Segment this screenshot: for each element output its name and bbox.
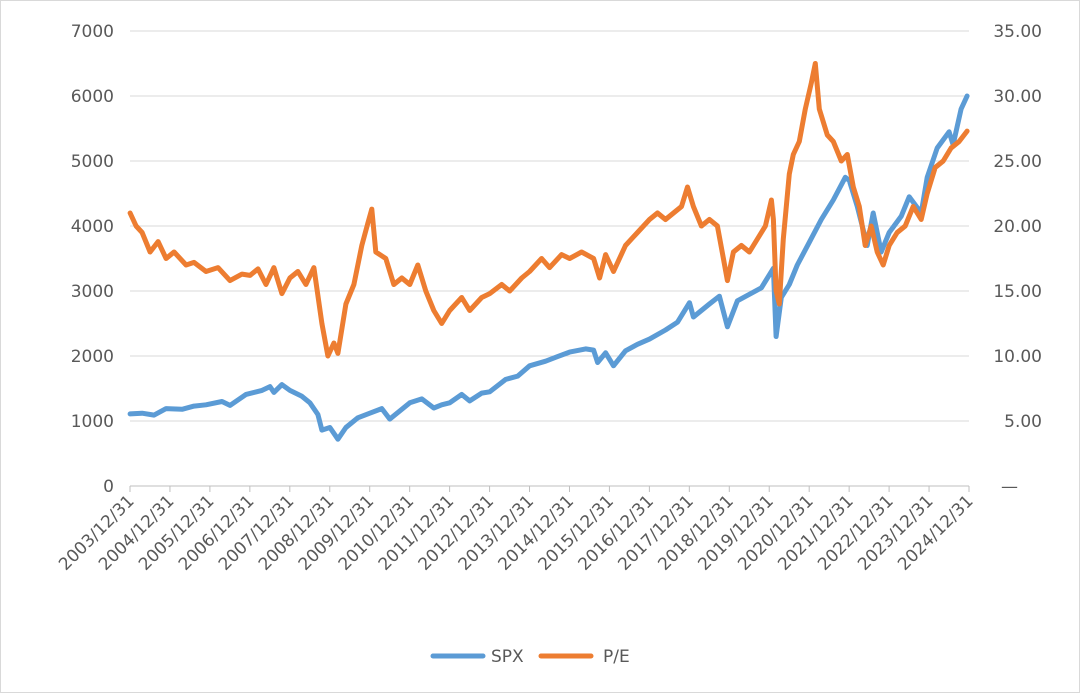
y-right-tick-label: —	[1001, 477, 1018, 497]
y-left-tick-label: 2000	[71, 347, 114, 367]
y-left-tick-label: 4000	[71, 217, 114, 237]
legend-label-pe: P/E	[603, 647, 630, 667]
y-axis-right: — 5.00 10.00 15.00 20.00 25.00 30.00 35.00	[993, 22, 1042, 497]
y-right-tick-label: 35.00	[993, 22, 1042, 42]
x-axis: 2003/12/312004/12/312005/12/312006/12/31…	[55, 486, 978, 575]
y-right-tick-label: 5.00	[1004, 412, 1042, 432]
legend: SPX P/E	[430, 647, 630, 667]
series-line-pe	[127, 61, 970, 359]
y-left-tick-label: 3000	[71, 282, 114, 302]
y-right-tick-label: 20.00	[993, 217, 1042, 237]
y-left-tick-label: 0	[103, 477, 114, 497]
y-right-tick-label: 15.00	[993, 282, 1042, 302]
y-left-tick-label: 5000	[71, 152, 114, 172]
y-axis-left: 0 1000 2000 3000 4000 5000 6000 7000	[71, 22, 114, 497]
y-right-tick-label: 30.00	[993, 87, 1042, 107]
legend-label-spx: SPX	[491, 647, 524, 667]
series-lines	[127, 61, 970, 442]
y-left-tick-label: 6000	[71, 87, 114, 107]
y-left-tick-label: 1000	[71, 412, 114, 432]
y-right-tick-label: 10.00	[993, 347, 1042, 367]
y-left-tick-label: 7000	[71, 22, 114, 42]
y-right-tick-label: 25.00	[993, 152, 1042, 172]
gridlines	[130, 30, 969, 487]
